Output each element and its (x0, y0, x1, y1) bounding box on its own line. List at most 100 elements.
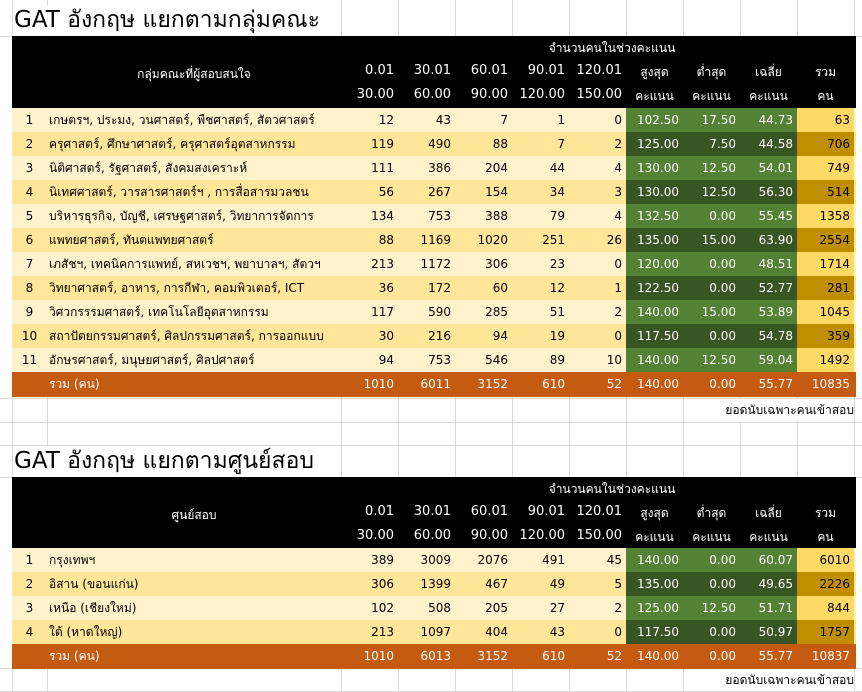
table-row: 3 นิติศาสตร์, รัฐศาสตร์, สังคมสงเคราะห์ 11… (12, 156, 856, 180)
cell-range-120-150: 4 (614, 209, 622, 223)
cell-range-30-60: 1169 (420, 233, 451, 247)
row-index: 8 (25, 281, 34, 295)
cell-avg-score: 56.30 (740, 180, 797, 204)
group-column-label: กลุ่มคณะที่ผู้สอบสนใจ (137, 67, 251, 81)
cell-range-90-120: 491 (542, 553, 565, 567)
cell-total-people: 281 (797, 276, 854, 300)
table-row: 4 ใต้ (หาดใหญ่) 213 1097 404 43 0 117.50 0.00 50.… (12, 620, 856, 644)
cell-total-people: 2226 (797, 572, 854, 596)
row-index: 6 (25, 233, 34, 247)
total-min-score: 0.00 (709, 649, 736, 663)
cell-min-score: 15.00 (683, 228, 740, 252)
column-header-range-90-120: 90.01 (527, 63, 565, 78)
cell-max-score: 122.50 (626, 276, 683, 300)
row-index: 3 (25, 161, 34, 175)
cell-total-people: 63 (797, 108, 854, 132)
row-name: วิทยาศาสตร์, อาหาร, การกีฬา, คอมพิวเตอร์… (49, 281, 305, 295)
cell-range-60-90: 306 (485, 257, 508, 271)
cell-range-90-120: 89 (549, 353, 565, 367)
row-name: นิเทศศาสตร์, วารสารศาสตร์ฯ , การสื่อสารม… (49, 185, 309, 199)
cell-min-score: 0.00 (683, 572, 740, 596)
row-name: แพทยศาสตร์, ทันตแพทยศาสตร์ (49, 233, 214, 247)
cell-avg-score: 54.78 (740, 324, 797, 348)
grid-line-horizontal (0, 398, 862, 399)
cell-max-score: 117.50 (626, 324, 683, 348)
cell-range-0-30: 213 (371, 625, 394, 639)
column-header-max-score-sub: คะแนน (635, 89, 674, 103)
column-header-max-score: สูงสุด (640, 506, 669, 520)
table-row: 7 เภสัชฯ, เทคนิคการแพทย์, สหเวชฯ, พยาบาลฯ… (12, 252, 856, 276)
cell-range-0-30: 30 (378, 329, 394, 343)
total-label: รวม (คน) (49, 377, 100, 391)
cell-min-score: 0.00 (683, 548, 740, 572)
row-index: 7 (25, 257, 34, 271)
total-avg-score: 55.77 (758, 377, 793, 391)
cell-total-people: 6010 (797, 548, 854, 572)
cell-total-people: 844 (797, 596, 854, 620)
cell-range-30-60: 753 (428, 353, 451, 367)
total-range-0-30: 1010 (363, 377, 394, 391)
cell-range-30-60: 216 (428, 329, 451, 343)
column-header-total-people: รวม (814, 506, 837, 520)
row-index: 10 (21, 329, 38, 343)
cell-range-90-120: 34 (549, 185, 565, 199)
cell-range-120-150: 0 (614, 625, 622, 639)
row-index: 1 (25, 553, 34, 567)
range-title: จำนวนคนในช่วงคะแนน (548, 482, 676, 496)
cell-avg-score: 53.89 (740, 300, 797, 324)
column-header-range-60-90-sub: 90.00 (470, 87, 508, 102)
cell-range-30-60: 267 (428, 185, 451, 199)
table-row: 6 แพทยศาสตร์, ทันตแพทยศาสตร์ 88 1169 1020 251… (12, 228, 856, 252)
cell-min-score: 0.00 (683, 276, 740, 300)
column-header-range-30-60: 30.01 (413, 63, 451, 78)
cell-range-90-120: 44 (549, 161, 565, 175)
row-name: สถาปัตยกรรมศาสตร์, ศิลปกรรมศาสตร์, การออ… (49, 329, 324, 343)
cell-range-30-60: 3009 (420, 553, 451, 567)
column-header-range-120-150-sub: 150.00 (576, 528, 623, 543)
row-name: กรุงเทพฯ (49, 553, 96, 567)
table-row: 11 อักษรศาสตร์, มนุษยศาสตร์, ศิลปศาสตร์ 94… (12, 348, 856, 372)
cell-range-60-90: 154 (485, 185, 508, 199)
total-total-people: 10835 (811, 377, 850, 391)
table-row: 9 วิศวกรรรมศาสตร์, เทคโนโลยีอุตสาหกรรม 117… (12, 300, 856, 324)
total-row: รวม (คน) 1010 6013 3152 610 52 140.00 0.00 55.77… (12, 644, 856, 669)
cell-range-60-90: 388 (485, 209, 508, 223)
cell-max-score: 125.00 (626, 596, 683, 620)
cell-max-score: 140.00 (626, 548, 683, 572)
cell-max-score: 135.00 (626, 572, 683, 596)
cell-total-people: 1492 (797, 348, 854, 372)
cell-total-people: 514 (797, 180, 854, 204)
column-header-max-score-sub: คะแนน (635, 530, 674, 544)
cell-avg-score: 60.07 (740, 548, 797, 572)
cell-range-60-90: 205 (485, 601, 508, 615)
cell-range-0-30: 389 (371, 553, 394, 567)
total-total-people: 10837 (811, 649, 850, 663)
grid-line-horizontal (0, 422, 862, 423)
cell-avg-score: 49.65 (740, 572, 797, 596)
column-header-range-0-30-sub: 30.00 (356, 87, 394, 102)
cell-total-people: 2554 (797, 228, 854, 252)
cell-range-0-30: 102 (371, 601, 394, 615)
column-header-range-90-120-sub: 120.00 (519, 528, 566, 543)
table-row: 5 บริหารธุรกิจ, บัญชี, เศรษฐศาสตร์, วิทยา… (12, 204, 856, 228)
cell-range-0-30: 117 (371, 305, 394, 319)
table2-title: GAT อังกฤษ แยกตามศูนย์สอบ (14, 446, 318, 476)
cell-range-90-120: 12 (549, 281, 565, 295)
row-index: 3 (25, 601, 34, 615)
cell-avg-score: 63.90 (740, 228, 797, 252)
cell-range-30-60: 1172 (420, 257, 451, 271)
cell-avg-score: 44.73 (740, 108, 797, 132)
cell-range-120-150: 26 (606, 233, 622, 247)
cell-range-90-120: 49 (549, 577, 565, 591)
cell-max-score: 120.00 (626, 252, 683, 276)
column-header-min-score: ต่ำสุด (696, 65, 727, 79)
cell-range-30-60: 490 (428, 137, 451, 151)
cell-range-120-150: 0 (614, 329, 622, 343)
table-row: 8 วิทยาศาสตร์, อาหาร, การกีฬา, คอมพิวเตอร… (12, 276, 856, 300)
total-max-score: 140.00 (637, 377, 679, 391)
cell-avg-score: 52.77 (740, 276, 797, 300)
table1-title: GAT อังกฤษ แยกตามกลุ่มคณะ (14, 5, 324, 35)
cell-range-60-90: 7 (500, 113, 508, 127)
row-name: อิสาน (ขอนแก่น) (49, 577, 139, 591)
row-name: ใต้ (หาดใหญ่) (49, 625, 123, 639)
